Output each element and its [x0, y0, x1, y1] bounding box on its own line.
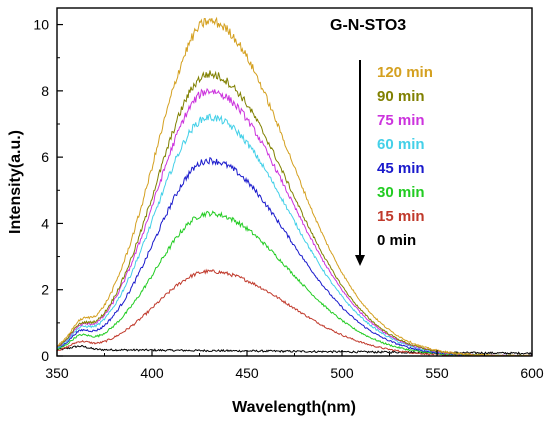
legend-entry: 90 min — [377, 88, 425, 105]
legend-entry: 30 min — [377, 184, 425, 201]
chart-title: G-N-STO3 — [330, 17, 406, 34]
x-tick-label: 350 — [45, 365, 69, 381]
series-line — [56, 16, 533, 357]
legend: 120 min 90 min 75 min 60 min 45 min 30 min 15 … — [355, 60, 433, 266]
legend-entry: 15 min — [377, 208, 425, 225]
legend-entry: 0 min — [377, 232, 416, 249]
legend-entry: 120 min — [377, 64, 433, 81]
x-tick-label: 600 — [520, 365, 544, 381]
y-tick-label: 8 — [41, 83, 49, 99]
series-line — [56, 268, 533, 357]
y-tick-label: 10 — [33, 17, 49, 33]
legend-items: 120 min 90 min 75 min 60 min 45 min 30 min 15 … — [377, 64, 433, 249]
x-tick-label: 550 — [425, 365, 449, 381]
series-line — [56, 113, 533, 357]
y-tick-label: 0 — [41, 348, 49, 364]
legend-arrow-down-icon — [355, 255, 365, 266]
x-tick-label: 400 — [140, 365, 164, 381]
y-axis-title: Intensity(a.u.) — [7, 130, 24, 234]
series-curves — [56, 16, 533, 357]
y-tick-label: 2 — [41, 282, 49, 298]
x-axis-title: Wavelength(nm) — [232, 399, 356, 416]
y-axis: 0 2 4 6 8 10 — [33, 17, 63, 364]
series-line — [56, 70, 533, 357]
legend-entry: 45 min — [377, 160, 425, 177]
x-tick-label: 450 — [235, 365, 259, 381]
plot-frame — [56, 7, 533, 357]
y-tick-label: 4 — [41, 215, 49, 231]
legend-entry: 60 min — [377, 136, 425, 153]
series-line — [56, 156, 532, 357]
x-tick-label: 500 — [330, 365, 354, 381]
series-line — [56, 210, 533, 357]
legend-entry: 75 min — [377, 112, 425, 129]
y-tick-label: 6 — [41, 149, 49, 165]
x-axis: 350 400 450 500 550 600 — [45, 350, 544, 381]
